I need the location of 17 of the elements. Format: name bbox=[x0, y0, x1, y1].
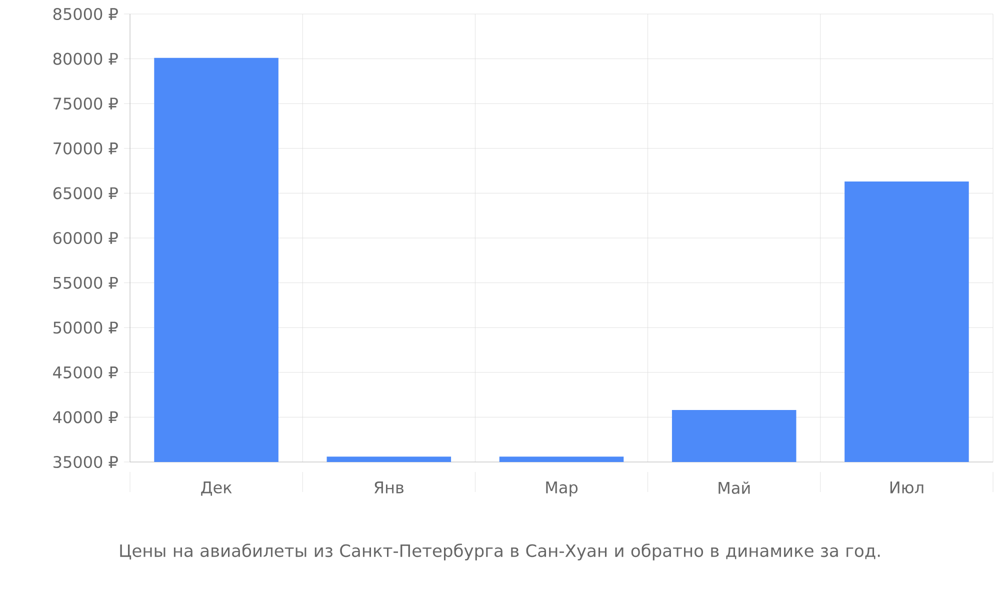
y-tick-label: 75000 ₽ bbox=[54, 98, 118, 110]
text: Цены на авиабилеты из Санкт-Петербурга в Сан-Хуан и обратно в динамике за год. bbox=[120, 544, 880, 560]
y-tick-label: 40000 ₽ bbox=[53, 411, 118, 424]
y-tick-label: 55000 ₽ bbox=[54, 276, 118, 289]
x-tick-label: Май bbox=[718, 482, 750, 494]
y-tick-label: 35000 ₽ bbox=[54, 456, 118, 468]
y-tick-label: 85000 ₽ bbox=[53, 8, 118, 20]
y-tick-label: 45000 ₽ bbox=[53, 366, 118, 378]
y-tick-label: 80000 ₽ bbox=[53, 52, 118, 65]
y-tick-label: 60000 ₽ bbox=[53, 232, 118, 244]
x-tick-label: Июл bbox=[890, 482, 924, 494]
y-tick-label: 70000 ₽ bbox=[54, 142, 118, 154]
y-tick-label: 50000 ₽ bbox=[54, 322, 118, 334]
x-tick-label: Янв bbox=[374, 482, 404, 494]
x-tick-label: Дек bbox=[201, 482, 232, 496]
y-tick-label: 65000 ₽ bbox=[53, 187, 118, 200]
x-tick-label: Мар bbox=[546, 482, 578, 497]
